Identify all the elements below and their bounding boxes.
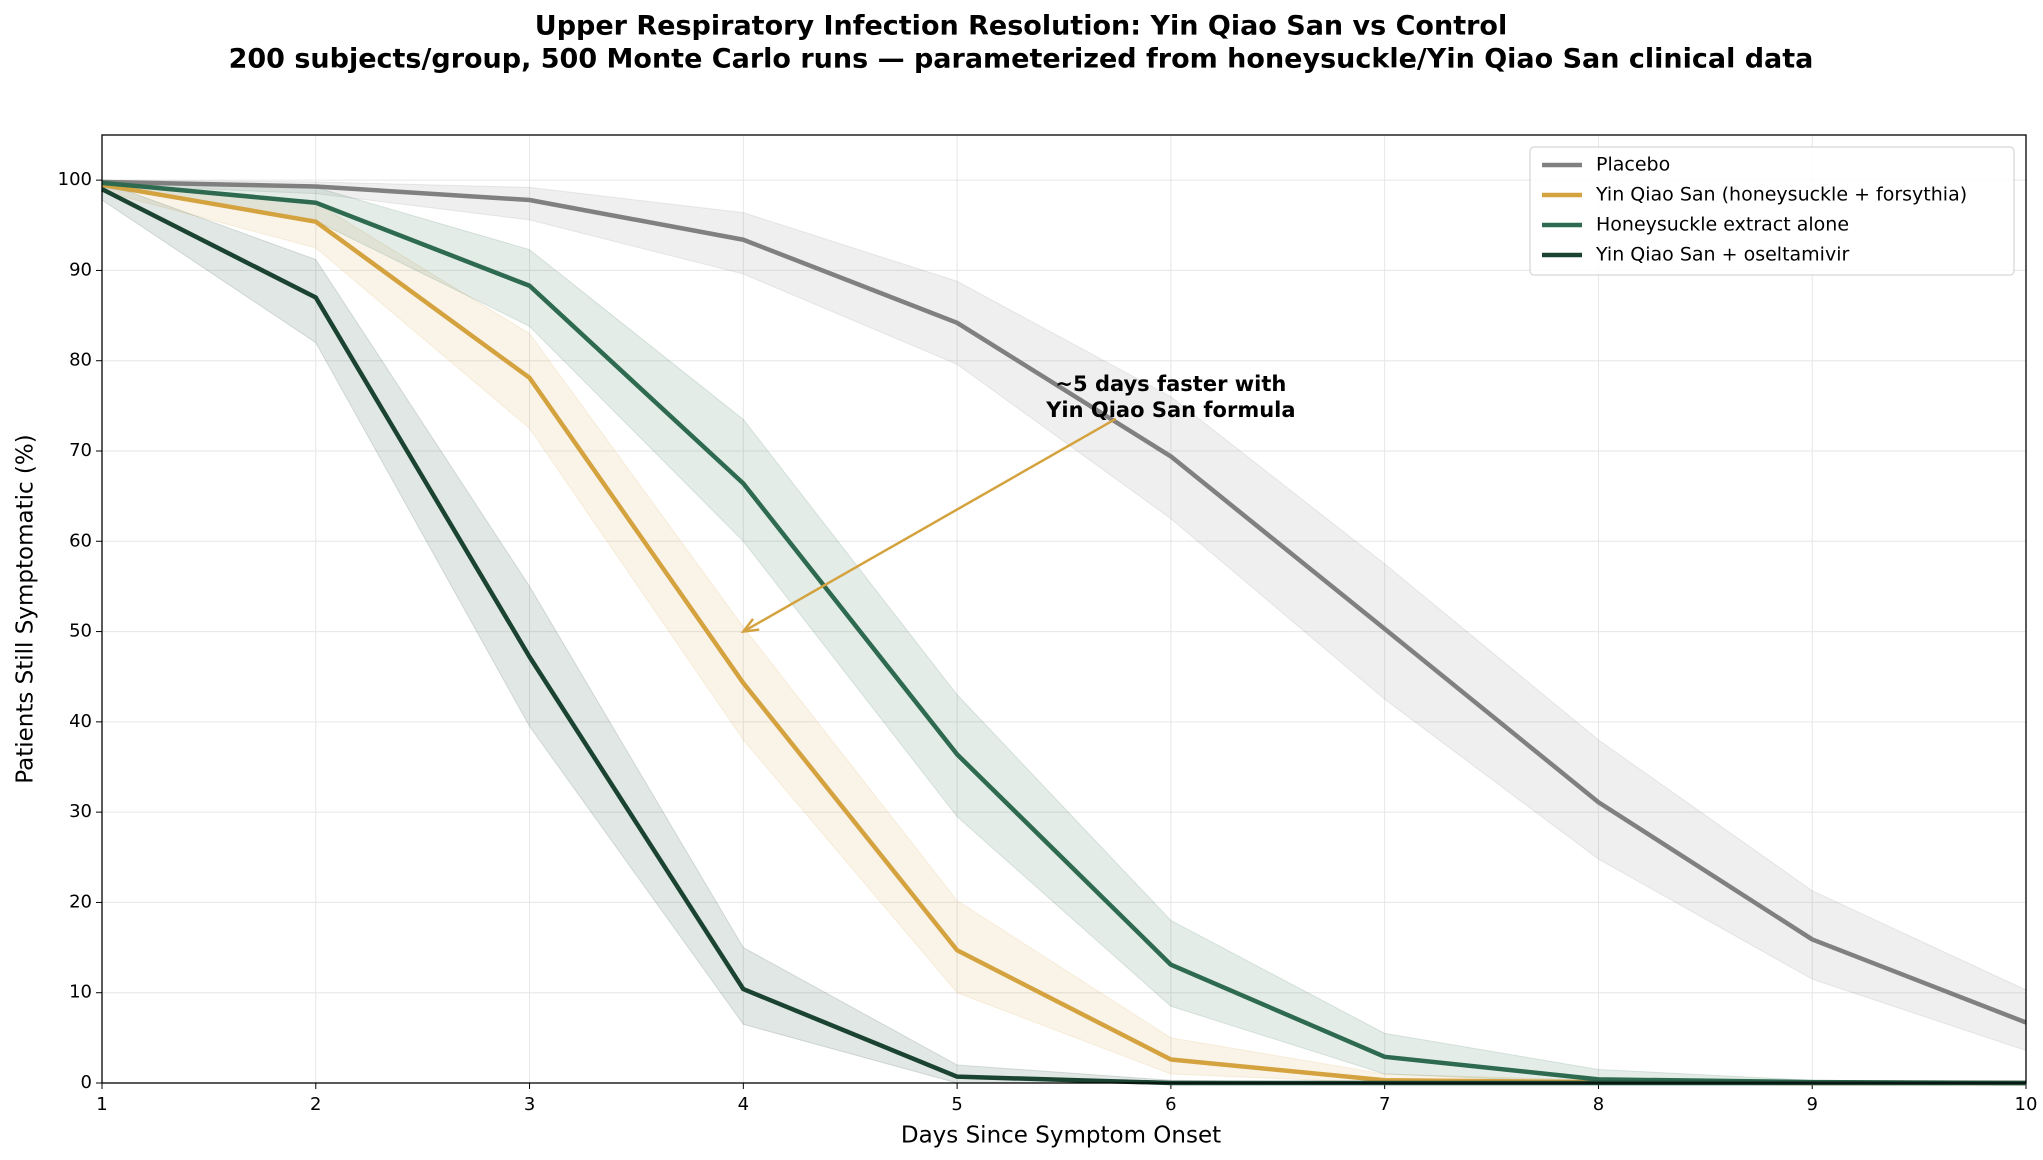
chart-subtitle: 200 subjects/group, 500 Monte Carlo runs… — [229, 44, 1814, 75]
annotation-text: ~5 days faster with — [1055, 372, 1286, 396]
x-tick-label: 10 — [2015, 1094, 2038, 1115]
y-tick-label: 10 — [69, 982, 92, 1003]
x-tick-label: 9 — [1806, 1094, 1817, 1115]
y-axis-label: Patients Still Symptomatic (%) — [13, 434, 39, 783]
chart-title: Upper Respiratory Infection Resolution: … — [535, 11, 1507, 42]
y-tick-label: 100 — [58, 169, 92, 190]
legend-label: Yin Qiao San + oseltamivir — [1595, 244, 1849, 266]
x-axis-label: Days Since Symptom Onset — [901, 1123, 1221, 1149]
series-line — [101, 180, 2027, 1086]
x-tick-label: 4 — [738, 1094, 749, 1115]
y-tick-label: 30 — [69, 801, 92, 822]
x-tick-label: 8 — [1593, 1094, 1604, 1115]
y-tick-label: 20 — [69, 891, 92, 912]
y-tick-label: 0 — [81, 1072, 92, 1093]
y-tick-label: 50 — [69, 621, 92, 642]
y-tick-label: 40 — [69, 711, 92, 732]
annotation-arrow — [742, 417, 1117, 633]
y-tick-label: 60 — [69, 530, 92, 551]
y-tick-label: 90 — [69, 259, 92, 280]
legend-label: Placebo — [1596, 154, 1670, 176]
x-tick-label: 1 — [96, 1094, 107, 1115]
y-tick-label: 70 — [69, 440, 92, 461]
series-line — [100, 187, 2026, 1086]
y-tick-label: 80 — [69, 350, 92, 371]
x-tick-label: 7 — [1379, 1094, 1390, 1115]
legend-label: Yin Qiao San (honeysuckle + forsythia) — [1595, 184, 1967, 206]
x-tick-label: 2 — [310, 1094, 321, 1115]
x-tick-label: 5 — [951, 1094, 962, 1115]
series-line — [101, 182, 2026, 1086]
x-tick-label: 6 — [1165, 1094, 1176, 1115]
annotation-text: Yin Qiao San formula — [1045, 398, 1295, 422]
annotation-arrowhead — [740, 618, 760, 634]
series-line — [101, 179, 2027, 1025]
x-tick-label: 3 — [524, 1094, 535, 1115]
legend-box — [1529, 146, 2015, 276]
confidence-band — [101, 181, 2026, 1084]
plot-frame — [101, 134, 2027, 1084]
legend-label: Honeysuckle extract alone — [1596, 214, 1849, 236]
